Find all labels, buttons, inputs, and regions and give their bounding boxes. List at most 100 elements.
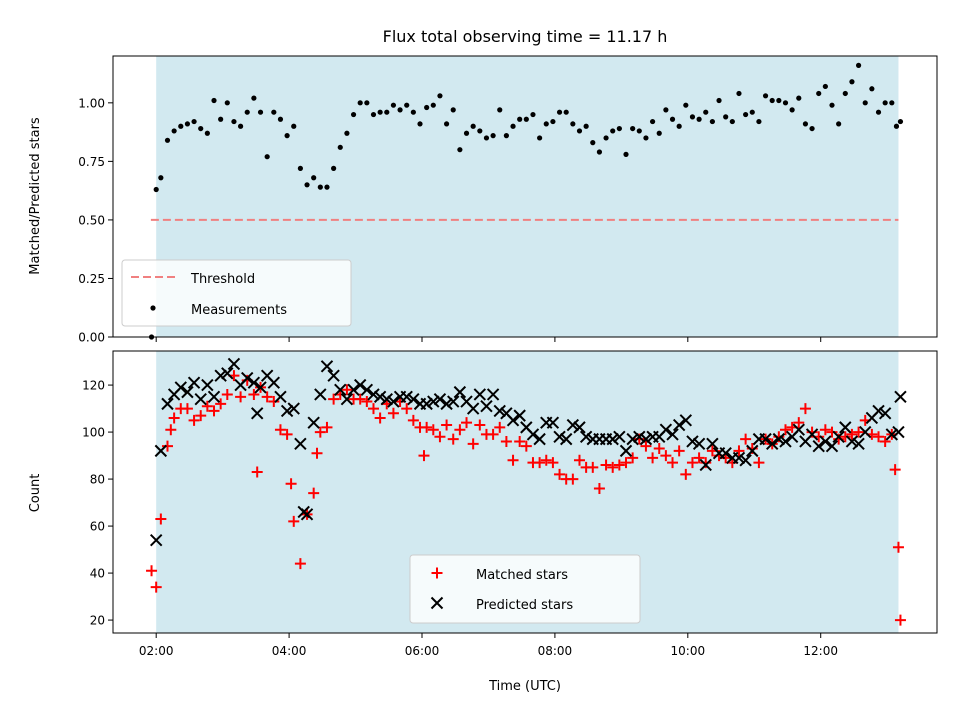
measurement-point [576,128,583,134]
matched-star-point [387,407,399,419]
predicted-star-point [812,439,825,453]
top-y-tick-label: 0.50 [78,213,105,227]
matched-star-point [613,459,625,471]
predicted-star-point [845,435,859,448]
measurement-point [404,102,410,108]
predicted-star-point [267,376,281,389]
predicted-star-point [373,390,387,404]
measurement-point [237,123,244,129]
matched-star-point [251,466,263,478]
top-legend-box [121,259,352,327]
x-tick-label: 10:00 [671,644,706,658]
measurement-point [842,90,848,97]
predicted-star-point [320,360,334,373]
matched-star-point [514,435,526,447]
measurement-point [437,93,443,99]
measurement-point [776,97,782,104]
predicted-star-point [247,376,261,389]
measurement-point [377,109,383,115]
predicted-star-point [559,432,573,446]
predicted-star-point [334,383,347,396]
matched-star-point [534,457,546,469]
predicted-star-point [466,402,480,415]
predicted-star-point [579,430,593,443]
matched-star-point [165,424,177,436]
measurement-point [317,184,323,190]
matched-star-point [647,452,659,464]
measurement-point [709,118,715,125]
measurement-point [696,116,702,122]
matched-star-point [285,478,297,490]
matched-star-point [593,482,605,494]
measurement-point [897,118,904,125]
predicted-star-point [194,392,207,406]
measurement-point [171,128,177,134]
measurement-point [483,135,490,141]
matched-star-point [753,457,765,469]
matched-star-point [740,433,752,445]
top-y-tick-label: 0.75 [78,155,105,169]
measurement-point [430,102,436,108]
matched-star-point [554,468,566,480]
top-y-tick-label: 0.25 [78,272,105,286]
predicted-star-point [486,388,500,401]
measurement-point [663,107,669,113]
measurement-point [470,123,476,129]
measurement-point [716,97,722,104]
predicted-star-point [201,378,214,392]
predicted-star-point [573,421,586,434]
measurement-point [204,130,210,136]
predicted-star-point [241,371,254,385]
matched-star-point [248,388,260,400]
top-panel: 0.00 0.25 0.50 0.75 1.00 Threshold Measurement… [78,55,938,345]
matched-star-point [321,421,333,433]
measurement-point [164,137,171,143]
measurement-point [311,175,317,181]
matched-star-point [573,454,585,466]
matched-star-point [680,468,692,480]
measurement-point [384,109,390,115]
predicted-star-point [526,428,540,441]
predicted-star-point [187,376,201,389]
measurement-point [357,100,363,106]
measurement-point [153,186,159,193]
measurement-point [364,100,370,106]
matched-star-point [779,424,791,436]
predicted-star-point [619,444,633,458]
predicted-star-point [174,381,187,394]
bottom-y-tick-label: 100 [82,426,105,440]
measurement-point [836,121,842,127]
measurement-point [676,123,682,129]
predicted-star-point [746,444,759,458]
measurement-point [616,125,622,132]
matched-star-point [627,452,639,464]
measurement-point [809,125,815,132]
predicted-star-point [347,383,360,396]
matched-star-point [826,426,838,438]
bottom-y-tick-label: 60 [90,520,105,534]
measurement-point [450,107,456,113]
measurement-point [523,116,529,122]
matched-star-point [161,440,173,452]
predicted-star-point [340,392,354,406]
measurement-point [769,97,775,104]
legend-threshold-label: Threshold [190,272,255,287]
measurement-point [191,118,197,125]
predicted-star-point [214,369,227,382]
predicted-star-point [367,388,380,401]
predicted-star-point [407,392,420,406]
measurement-point [231,118,237,125]
predicted-star-point [447,395,460,408]
measurement-point [297,165,303,171]
matched-star-point [155,513,167,525]
matched-star-point [407,414,419,426]
measurement-point [224,100,230,106]
predicted-star-point [885,428,899,441]
predicted-star-point [254,381,267,394]
predicted-star-point [852,437,865,451]
predicted-star-point [659,423,673,436]
matched-star-point [374,412,386,424]
measurement-point [304,182,310,188]
bottom-panel: 20 40 60 80 100 120 02:00 04:00 06:00 08:00 10:00 1… [82,350,938,658]
